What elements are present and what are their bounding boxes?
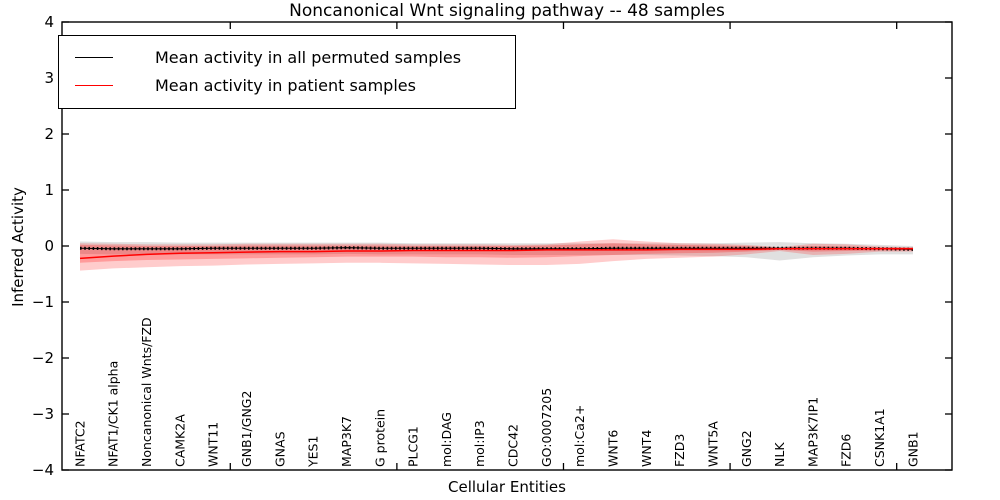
y-tick-label: 2 [44,125,54,143]
legend-line-sample-red [75,84,113,86]
entity-label: WNT4 [639,430,654,467]
y-tick-label: 1 [44,181,54,199]
entity-label: WNT6 [605,430,620,467]
legend-item-permuted: Mean activity in all permuted samples [59,43,515,71]
y-tick-label: −1 [32,293,54,311]
entity-label: WNT5A [705,421,720,467]
y-tick-label: −4 [32,461,54,479]
y-tick-label: 3 [44,69,54,87]
legend-line-sample-black [75,56,113,58]
entity-label: NLK [772,442,787,467]
entity-label: MAP3K7IP1 [805,397,820,467]
entity-label: CAMK2A [172,414,187,467]
entity-label: NFAT1/CK1 alpha [106,361,121,467]
entity-label: GNAS [272,431,287,467]
legend-label: Mean activity in patient samples [155,75,416,95]
entity-label: MAP3K7 [339,416,354,467]
entity-label: Noncanonical Wnts/FZD [139,317,154,467]
entity-label: GNG2 [739,430,754,467]
entity-label: mol:DAG [439,412,454,467]
y-tick-label: 4 [44,13,54,31]
y-axis-label: Inferred Activity [9,187,27,307]
entity-label: WNT11 [206,422,221,467]
entity-label: NFATC2 [72,420,87,467]
legend-item-patient: Mean activity in patient samples [59,71,515,99]
chart-title: Noncanonical Wnt signaling pathway -- 48… [289,1,725,21]
entity-label: GNB1 [905,431,920,467]
entity-label: mol:Ca2+ [572,405,587,467]
x-axis-label: Cellular Entities [448,478,566,496]
entity-label: FZD6 [839,434,854,467]
legend-box: Mean activity in all permuted samples Me… [58,35,516,109]
entity-label: GO:0007205 [539,388,554,467]
patient-mean-line [79,248,913,260]
entity-label: CSNK1A1 [872,408,887,467]
entity-label: FZD3 [672,434,687,467]
entity-label: PLCG1 [406,426,421,467]
entity-label: GNB1/GNG2 [239,391,254,467]
entity-label: YES1 [306,436,321,468]
legend-label: Mean activity in all permuted samples [155,47,462,67]
y-tick-label: −2 [32,349,54,367]
entity-label: G protein [372,409,387,467]
y-tick-label: 0 [44,237,54,255]
patient-band-outer [80,239,913,271]
entity-label: CDC42 [506,424,521,467]
y-tick-label: −3 [32,405,54,423]
entity-label: mol:IP3 [472,420,487,467]
